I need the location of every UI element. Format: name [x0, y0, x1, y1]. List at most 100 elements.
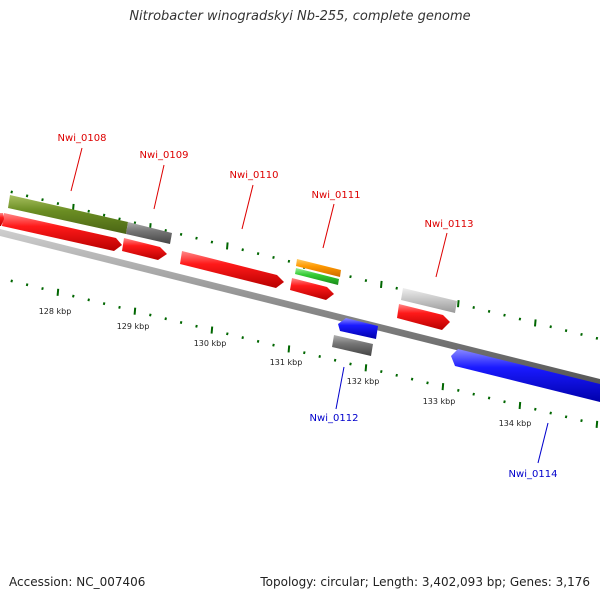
gene-gray-feature-lower[interactable] — [332, 335, 373, 356]
minor-tick — [25, 194, 29, 198]
minor-tick — [87, 298, 90, 302]
leader-nwi-0111 — [322, 203, 335, 249]
gene-green-feature[interactable] — [295, 268, 339, 285]
minor-tick — [503, 400, 506, 404]
gene-olive-feature[interactable] — [8, 195, 128, 234]
gene-arrow-nwi-0113[interactable] — [397, 304, 450, 330]
gene-arrow-nwi-0112[interactable] — [338, 318, 378, 339]
scale-label-132: 132 kbp — [347, 377, 380, 386]
minor-tick — [318, 354, 321, 358]
minor-tick — [256, 339, 260, 343]
minor-tick — [241, 248, 244, 252]
major-tick — [380, 280, 383, 288]
gene-arrow-nwi-0114[interactable] — [451, 349, 600, 402]
minor-tick — [25, 283, 29, 287]
minor-tick — [118, 217, 121, 221]
minor-tick — [87, 209, 90, 213]
gene-arrow-nwi-0108[interactable] — [2, 213, 122, 251]
gene-arrow-left-edge[interactable] — [0, 213, 4, 226]
minor-tick — [102, 302, 106, 306]
scale-label-134: 134 kbp — [499, 419, 532, 428]
major-tick — [457, 300, 460, 308]
minor-tick — [549, 325, 552, 329]
major-tick — [518, 401, 522, 410]
minor-tick — [364, 279, 368, 283]
minor-tick — [133, 221, 137, 225]
minor-tick — [195, 324, 198, 328]
gene-light-gray-feature[interactable] — [401, 288, 457, 313]
major-tick — [595, 420, 599, 428]
minor-tick — [102, 213, 106, 217]
lower-scale-track — [10, 279, 599, 428]
major-tick — [441, 383, 445, 391]
reverse-gene-labels: Nwi_0112 Nwi_0114 — [310, 413, 558, 480]
gene-label-nwi-0109[interactable]: Nwi_0109 — [140, 150, 189, 161]
minor-tick — [426, 381, 429, 385]
gene-arrow-nwi-0111[interactable] — [290, 278, 334, 300]
gene-orange-feature[interactable] — [296, 259, 341, 277]
major-tick — [287, 345, 291, 353]
gene-gray-feature[interactable] — [126, 222, 172, 244]
map-title: Nitrobacter winogradskyi Nb-255, complet… — [129, 9, 471, 24]
leader-nwi-0108 — [70, 147, 83, 192]
minor-tick — [564, 415, 568, 419]
scale-label-129: 129 kbp — [117, 322, 150, 331]
minor-tick — [210, 240, 214, 244]
scale-label-131: 131 kbp — [270, 358, 303, 367]
minor-tick — [503, 313, 506, 317]
minor-tick — [349, 275, 352, 279]
gene-label-nwi-0108[interactable]: Nwi_0108 — [58, 133, 107, 144]
minor-tick — [72, 294, 75, 298]
leader-nwi-0109 — [153, 164, 165, 210]
major-tick — [364, 364, 368, 372]
gene-label-nwi-0111[interactable]: Nwi_0111 — [312, 190, 361, 201]
minor-tick — [395, 373, 398, 377]
scale-labels: 128 kbp 129 kbp 130 kbp 131 kbp 132 kbp … — [39, 307, 532, 428]
minor-tick — [179, 321, 183, 324]
minor-tick — [410, 377, 414, 381]
minor-tick — [195, 236, 198, 240]
minor-tick — [256, 252, 260, 256]
minor-tick — [580, 332, 583, 336]
scale-label-130: 130 kbp — [194, 339, 227, 348]
major-tick — [133, 307, 137, 315]
minor-tick — [272, 343, 275, 347]
gene-label-nwi-0114[interactable]: Nwi_0114 — [509, 469, 558, 480]
minor-tick — [518, 317, 522, 321]
major-tick — [210, 326, 214, 334]
forward-gene-labels: Nwi_0108 Nwi_0109 Nwi_0110 Nwi_0111 Nwi_… — [58, 133, 474, 230]
minor-tick — [395, 286, 398, 290]
minor-tick — [41, 198, 44, 202]
minor-tick — [580, 419, 583, 423]
minor-tick — [10, 190, 13, 194]
minor-tick — [241, 336, 244, 340]
minor-tick — [149, 313, 152, 317]
gene-label-nwi-0110[interactable]: Nwi_0110 — [230, 170, 279, 181]
leader-nwi-0110 — [241, 184, 254, 230]
minor-tick — [595, 336, 599, 340]
minor-tick — [10, 279, 13, 283]
genome-backbone — [0, 229, 600, 386]
minor-tick — [564, 329, 568, 333]
minor-tick — [272, 255, 275, 259]
major-tick — [534, 319, 537, 327]
major-tick — [56, 288, 60, 296]
leader-nwi-0113 — [435, 232, 448, 278]
minor-tick — [457, 388, 460, 392]
gene-label-nwi-0113[interactable]: Nwi_0113 — [425, 219, 474, 230]
minor-tick — [472, 392, 475, 396]
minor-tick — [118, 305, 121, 309]
minor-tick — [41, 287, 44, 291]
minor-tick — [487, 396, 491, 400]
minor-tick — [472, 306, 475, 309]
forward-features — [0, 195, 457, 330]
gene-arrow-nwi-0110[interactable] — [180, 251, 284, 288]
gene-arrow-nwi-0109[interactable] — [122, 238, 167, 260]
leader-nwi-0112 — [335, 366, 345, 410]
reverse-features — [332, 318, 600, 402]
minor-tick — [164, 317, 167, 321]
gene-label-nwi-0112[interactable]: Nwi_0112 — [310, 413, 359, 424]
minor-tick — [179, 232, 183, 236]
